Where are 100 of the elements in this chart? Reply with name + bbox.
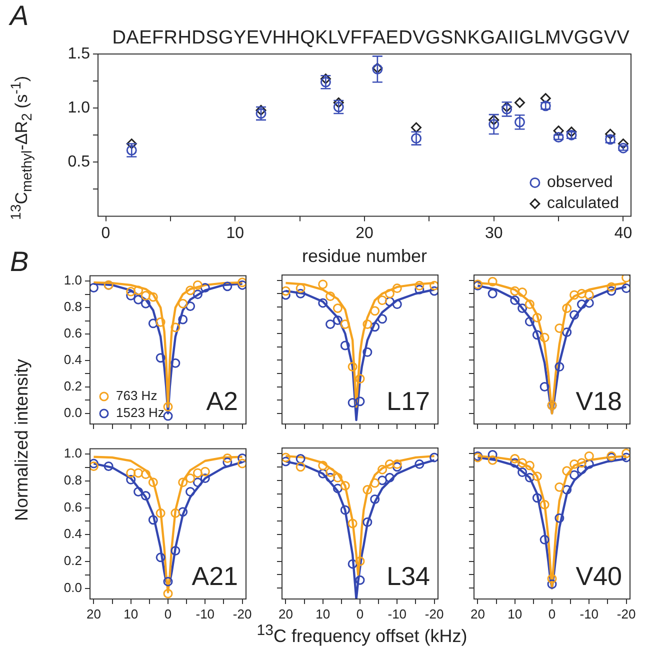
point [326, 319, 336, 329]
point [163, 576, 173, 586]
point [622, 275, 630, 282]
point [156, 552, 166, 562]
point [326, 292, 336, 302]
point [566, 126, 577, 138]
point [618, 138, 628, 149]
point [170, 508, 180, 518]
point [518, 468, 528, 478]
point [238, 280, 246, 290]
point [348, 518, 358, 528]
point [553, 126, 564, 136]
point [524, 316, 534, 326]
point [554, 482, 564, 492]
point [411, 122, 422, 133]
point [282, 456, 290, 466]
point [488, 450, 498, 460]
point [156, 317, 166, 327]
point [510, 458, 520, 468]
x-tick-label: -20 [424, 606, 444, 622]
point [510, 286, 520, 296]
legend-label: observed [546, 174, 613, 192]
point [178, 478, 188, 488]
point [186, 474, 196, 484]
point [532, 330, 542, 340]
point [355, 396, 365, 406]
point [355, 374, 365, 384]
point [605, 128, 616, 140]
point [222, 457, 232, 467]
x-tick-label: 10 [124, 606, 138, 622]
point [540, 93, 551, 104]
point [384, 288, 394, 298]
y-tick-label: 0.2 [64, 378, 82, 394]
x-tick-label: 30 [484, 225, 503, 242]
annotation: L34 [386, 561, 430, 592]
point [622, 452, 630, 462]
point [392, 300, 402, 310]
point [332, 304, 342, 314]
point [384, 296, 394, 306]
point [370, 322, 380, 332]
point [606, 286, 616, 296]
point [540, 500, 550, 510]
y-tick-label: 0.0 [64, 404, 82, 420]
point [514, 97, 525, 108]
point [562, 485, 572, 495]
point [296, 454, 306, 464]
y-tick-label: 1.0 [64, 446, 82, 461]
x-tick-label: 0 [164, 606, 172, 622]
point [540, 382, 550, 392]
point [348, 362, 358, 372]
point [518, 288, 528, 298]
point [576, 288, 586, 298]
point [488, 455, 498, 465]
point [532, 472, 542, 482]
point [170, 322, 180, 332]
point [532, 312, 542, 322]
point [156, 353, 166, 363]
point [488, 288, 498, 298]
point [90, 458, 98, 468]
point [518, 304, 528, 314]
point [148, 318, 158, 328]
point [134, 286, 144, 296]
point [326, 472, 336, 482]
point [140, 490, 150, 500]
x-tick-label: 20 [86, 606, 101, 622]
point [584, 290, 594, 300]
point [192, 478, 202, 488]
point [378, 314, 388, 324]
y-tick-label: 0.4 [64, 352, 82, 368]
point [192, 290, 202, 300]
x-tick-label: 40 [614, 225, 632, 242]
point [547, 574, 557, 584]
point [392, 462, 402, 472]
point [134, 294, 144, 304]
point [414, 284, 424, 294]
point [126, 468, 136, 478]
point [134, 468, 144, 478]
point [622, 284, 630, 294]
point [178, 298, 188, 308]
point [178, 314, 188, 324]
point [384, 472, 394, 482]
point [430, 280, 438, 290]
point [576, 458, 586, 468]
point [296, 288, 306, 298]
point [320, 74, 331, 84]
point [488, 119, 500, 130]
point [170, 358, 180, 368]
point [200, 466, 210, 476]
y-tick-label: 0.6 [64, 499, 82, 514]
y-tick-label: 0.8 [64, 299, 82, 314]
x-tick-label: 20 [278, 606, 293, 622]
point [126, 474, 136, 484]
y-tick-label: 1.0 [68, 99, 90, 116]
point [140, 290, 150, 300]
point [532, 493, 542, 503]
point [355, 575, 365, 585]
point [362, 347, 372, 357]
point [332, 472, 342, 482]
legend-label: 1523 Hz [116, 405, 164, 420]
point [282, 286, 290, 296]
